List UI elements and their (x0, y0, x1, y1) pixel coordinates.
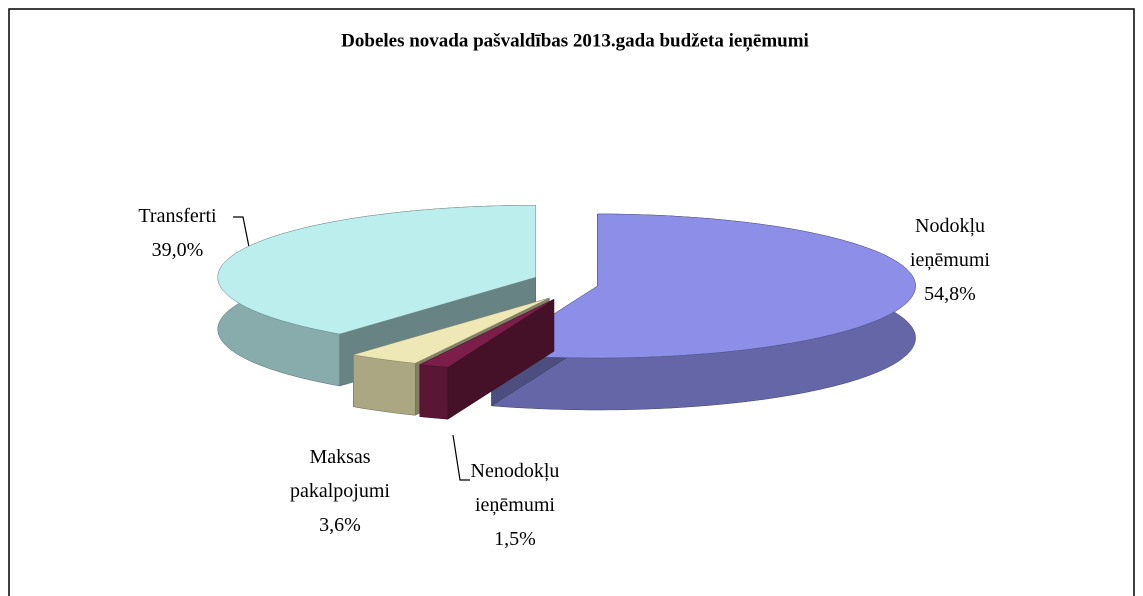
slice (490, 213, 916, 411)
label-value: 39,0% (151, 239, 204, 261)
data-label: Transferti 39,0% (115, 199, 240, 267)
slice-top (217, 205, 536, 335)
label-name: Nenodokļu ieņēmumi (470, 460, 560, 516)
label-value: 1,5% (494, 528, 536, 550)
chart-border (8, 8, 1135, 596)
label-name: Transferti (138, 205, 217, 227)
slice-top (490, 213, 916, 359)
slice-top (353, 297, 550, 364)
label-name: Nodokļu ieņēmumi (910, 215, 990, 271)
slice-wall (419, 364, 449, 420)
label-name: Maksas pakalpojumi (290, 446, 390, 502)
data-label: Nodokļu ieņēmumi 54,8% (890, 209, 1010, 311)
leader-line (452, 434, 470, 481)
slice (418, 298, 555, 420)
data-label: Maksas pakalpojumi 3,6% (280, 440, 400, 542)
chart-title: Dobeles novada pašvaldības 2013.gada bud… (341, 30, 809, 51)
slice-top (418, 299, 555, 368)
label-value: 54,8% (924, 283, 976, 305)
label-value: 3,6% (319, 514, 361, 536)
pie (217, 205, 916, 420)
data-label: Nenodokļu ieņēmumi 1,5% (455, 454, 575, 556)
slice-wall (353, 354, 416, 416)
